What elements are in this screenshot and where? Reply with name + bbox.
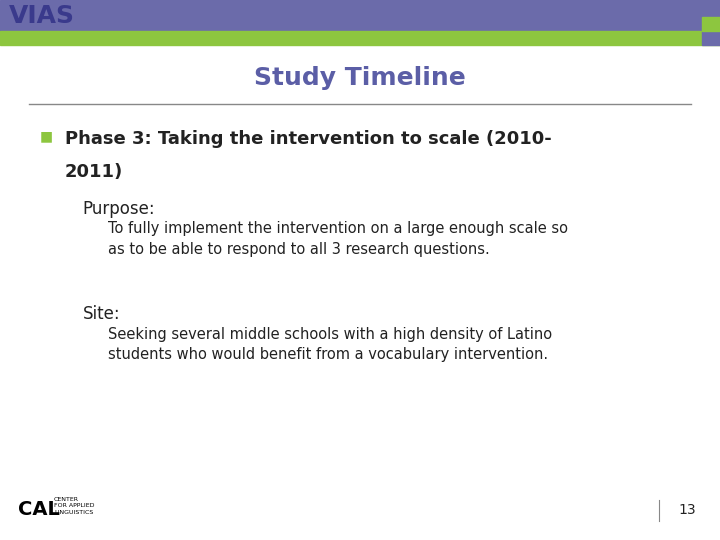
Text: Purpose:: Purpose: <box>83 200 156 218</box>
Text: Study Timeline: Study Timeline <box>254 66 466 90</box>
Text: 2011): 2011) <box>65 163 123 181</box>
Bar <box>0 0 720 31</box>
Text: 13: 13 <box>679 503 696 517</box>
Text: Seeking several middle schools with a high density of Latino
students who would : Seeking several middle schools with a hi… <box>108 327 552 362</box>
Text: ■: ■ <box>40 130 53 144</box>
Text: To fully implement the intervention on a large enough scale so
as to be able to : To fully implement the intervention on a… <box>108 221 568 257</box>
Text: CAL: CAL <box>18 500 60 519</box>
Bar <box>0 31 720 45</box>
Bar <box>702 17 720 31</box>
Text: Site:: Site: <box>83 305 120 323</box>
Text: VIAS: VIAS <box>9 4 75 28</box>
Text: CENTER
FOR APPLIED
LINGUISTICS: CENTER FOR APPLIED LINGUISTICS <box>54 497 94 515</box>
Text: Phase 3: Taking the intervention to scale (2010-: Phase 3: Taking the intervention to scal… <box>65 130 552 147</box>
Bar <box>702 31 720 45</box>
